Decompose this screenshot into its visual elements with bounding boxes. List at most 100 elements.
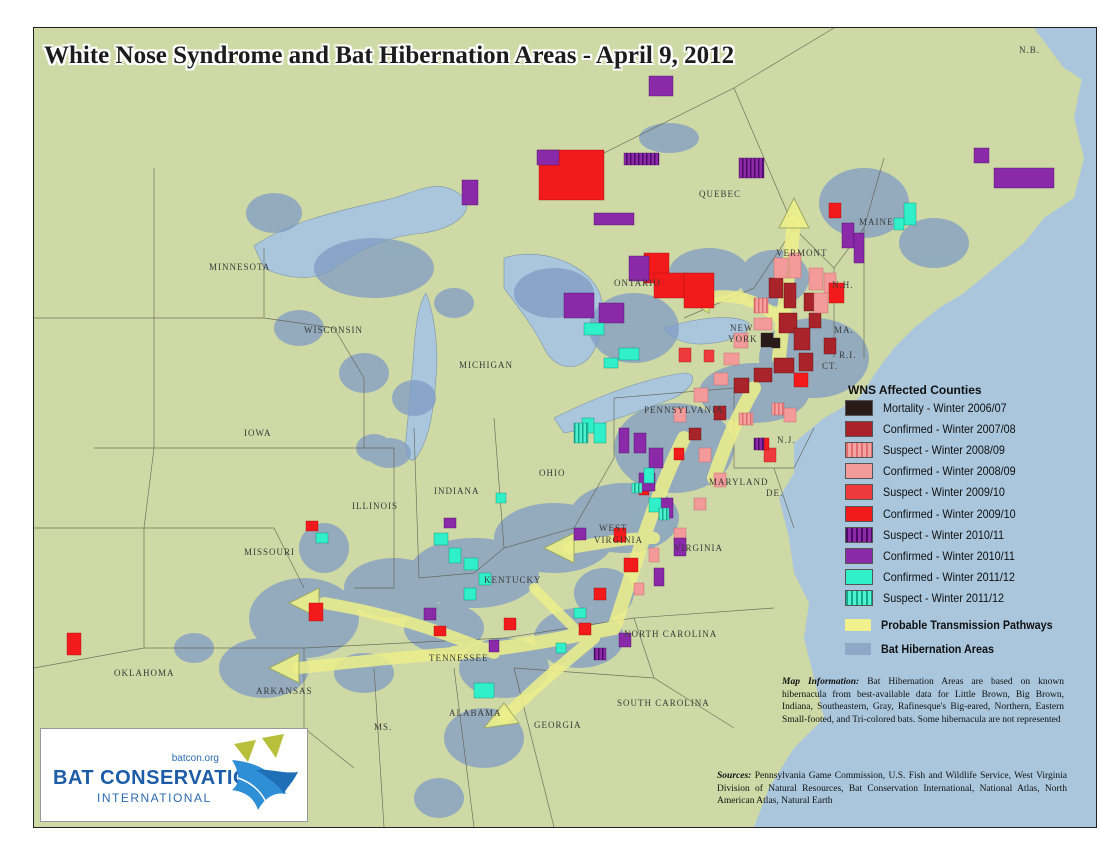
counties-confirmed-2010-11 [423,75,1055,653]
label-wisconsin: WISCONSIN [304,325,363,335]
label-georgia: GEORGIA [534,720,582,730]
sources-heading: Sources: [717,771,752,781]
label-missouri: MISSOURI [244,547,295,557]
label-ma: MA. [834,325,854,335]
legend-item: Confirmed - Winter 2008/09 [842,461,1092,482]
legend-item: Suspect - Winter 2008/09 [842,439,1092,460]
legend-pathways: Probable Transmission Pathways [842,613,1092,637]
label-quebec: QUEBEC [699,189,741,199]
pathways-swatch [845,618,871,631]
label-west-virginia-1: WEST [599,523,628,533]
label-ohio: OHIO [539,468,566,478]
label-michigan: MICHIGAN [459,360,513,370]
legend-label: Suspect - Winter 2009/10 [883,485,1005,500]
label-tennessee: TENNESSEE [429,653,489,663]
sources-text: Pennsylvania Game Commission, U.S. Fish … [717,771,1068,806]
map-canvas: MINNESOTA WISCONSIN MICHIGAN IOWA ILLINO… [34,28,1096,827]
label-oklahoma: OKLAHOMA [114,668,175,678]
label-north-carolina: NORTH CAROLINA [624,629,717,639]
label-ontario: ONTARIO [614,278,661,288]
label-ms: MS. [374,722,392,732]
legend-swatch [845,590,873,607]
label-ct: CT. [822,361,838,371]
label-maine: MAINE [859,217,894,227]
label-maryland: MARYLAND [709,477,769,487]
hibernation-swatch [845,642,871,655]
legend-label: Confirmed - Winter 2008/09 [883,464,1016,479]
label-indiana: INDIANA [434,486,480,496]
atlantic-ocean [754,28,1096,827]
label-de: DE. [766,488,783,498]
label-nj: N.J. [777,435,796,445]
label-nh: N.H. [832,280,854,290]
logo-subtitle: INTERNATIONAL [97,791,212,805]
transmission-pathways [293,216,801,724]
legend: WNS Affected Counties Mortality - Winter… [842,383,1092,661]
legend-items: Mortality - Winter 2006/07 Confirmed - Wi… [842,397,1092,609]
map-frame: MINNESOTA WISCONSIN MICHIGAN IOWA ILLINO… [33,27,1097,828]
counties-suspect-2008-09 [738,297,785,426]
map-info-text: Bat Hibernation Areas are based on known… [782,677,1065,725]
label-alabama: ALABAMA [449,708,502,718]
label-west-virginia-2: VIRGINIA [594,535,643,545]
legend-label: Confirmed - Winter 2011/12 [883,570,1015,585]
label-nb: N.B. [1019,45,1040,55]
legend-item: Mortality - Winter 2006/07 [842,397,1092,418]
legend-item: Confirmed - Winter 2007/08 [842,418,1092,439]
legend-swatch [845,420,873,437]
label-new-york-1: NEW [730,323,754,333]
pathways-label: Probable Transmission Pathways [881,617,1053,632]
map-labels: MINNESOTA WISCONSIN MICHIGAN IOWA ILLINO… [114,45,1040,732]
legend-item: Suspect - Winter 2009/10 [842,482,1092,503]
label-new-york-2: YORK [728,334,758,344]
bci-logo: batcon.org BAT CONSERVATION INTERNATIONA… [40,728,308,822]
label-iowa: IOWA [244,428,272,438]
legend-title: WNS Affected Counties [848,383,982,397]
legend-label: Suspect - Winter 2008/09 [883,442,1005,457]
label-virginia: VIRGINIA [674,543,723,553]
sources: Sources: Pennsylvania Game Commission, U… [717,770,1067,808]
counties-suspect-2009-10 [678,347,777,463]
label-arkansas: ARKANSAS [256,686,313,696]
label-kentucky: KENTUCKY [484,575,542,585]
legend-item: Confirmed - Winter 2010/11 [842,545,1092,566]
legend-swatch [845,569,873,586]
lake-michigan [405,292,438,461]
legend-swatch [845,505,873,522]
legend-swatch [845,441,873,458]
counties-suspect-2010-11 [593,152,765,661]
counties-mortality-2006-07 [760,332,781,349]
legend-item: Suspect - Winter 2010/11 [842,524,1092,545]
map-information: Map Information: Bat Hibernation Areas a… [782,676,1064,726]
label-ri: R.I. [839,350,857,360]
legend-item: Confirmed - Winter 2011/12 [842,567,1092,588]
legend-label: Mortality - Winter 2006/07 [883,400,1007,415]
legend-swatch [845,399,873,416]
st-lawrence-gulf [1034,28,1096,88]
legend-swatch [845,463,873,480]
legend-swatch [845,484,873,501]
counties-suspect-2011-12 [573,422,670,521]
logo-name: BAT CONSERVATION [53,767,264,789]
legend-label: Confirmed - Winter 2009/10 [883,506,1016,521]
legend-swatch [845,526,873,543]
legend-swatch [845,547,873,564]
logo-url: batcon.org [171,753,219,764]
legend-item: Suspect - Winter 2011/12 [842,588,1092,609]
legend-hibernation: Bat Hibernation Areas [842,637,1092,661]
legend-item: Confirmed - Winter 2009/10 [842,503,1092,524]
map-title: White Nose Syndrome and Bat Hibernation … [44,42,735,69]
label-vermont: VERMONT [776,248,828,258]
counties-confirmed-2007-08 [688,277,837,441]
hibernation-label: Bat Hibernation Areas [881,641,995,656]
legend-label: Confirmed - Winter 2010/11 [883,548,1015,563]
legend-label: Confirmed - Winter 2007/08 [883,421,1016,436]
label-illinois: ILLINOIS [352,501,398,511]
label-minnesota: MINNESOTA [209,262,270,272]
label-pennsylvania: PENNSYLVANIA [644,405,724,415]
label-south-carolina: SOUTH CAROLINA [617,698,710,708]
map-info-heading: Map Information: [782,677,860,687]
legend-label: Suspect - Winter 2010/11 [883,527,1005,542]
hibernation-areas [174,123,969,818]
bat-logo-icon [232,734,298,810]
